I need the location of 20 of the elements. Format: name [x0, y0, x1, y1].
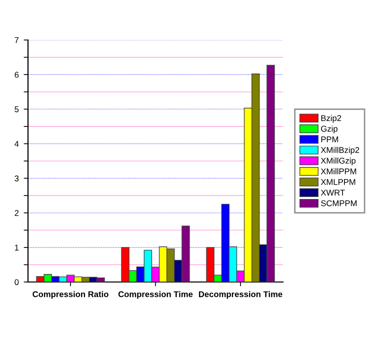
y-tick-label: 7 — [14, 37, 19, 44]
y-tick-label: 6 — [14, 72, 19, 78]
x-tick-label: Compression Time — [118, 291, 193, 299]
legend-label: PPM — [321, 136, 338, 142]
legend-label: XMLPPM — [320, 179, 356, 185]
legend-label: XWRT — [320, 190, 345, 196]
legend-label: SCMPPM — [321, 200, 357, 206]
legend-label: XMillBzip2 — [320, 146, 360, 155]
x-tick-label: Decompression Time — [198, 291, 282, 299]
legend-label: XMillGzip — [320, 158, 356, 166]
y-tick-label: 2 — [14, 210, 19, 216]
legend-label: Gzip — [321, 126, 338, 134]
y-tick-label: 5 — [14, 106, 19, 112]
y-tick-label: 4 — [14, 141, 19, 147]
legend-label: XMillPPM — [320, 168, 356, 174]
x-tick-label: Compression Ratio — [32, 291, 108, 299]
y-tick-label: 3 — [14, 175, 19, 182]
legend-label: Bzip2 — [321, 114, 342, 123]
y-tick-label: 0 — [14, 279, 19, 286]
y-tick-label: 1 — [14, 244, 19, 250]
